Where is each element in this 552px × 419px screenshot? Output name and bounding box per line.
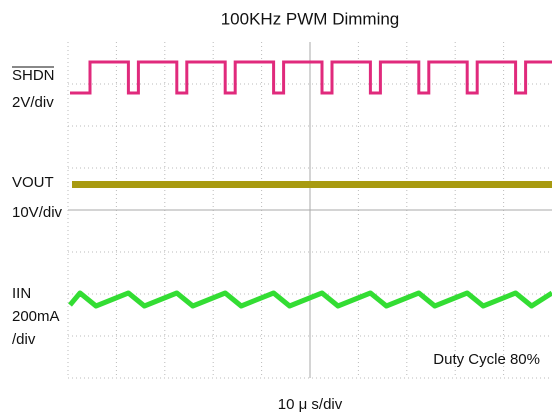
annotation: Duty Cycle 80% <box>433 351 540 368</box>
channel-name: SHDN <box>12 67 55 84</box>
grid <box>67 42 552 379</box>
channel-name: IIN <box>12 285 31 302</box>
channel-scale-unit: /div <box>12 331 36 348</box>
iin-trace <box>68 290 552 309</box>
channel-scale: 10V/div <box>12 204 63 221</box>
timebase: 10 μ s/div <box>278 396 343 413</box>
vout-trace <box>72 181 552 188</box>
traces <box>68 60 552 309</box>
channel-name: VOUT <box>12 174 54 191</box>
title: 100KHz PWM Dimming <box>221 9 400 28</box>
channel-scale: 2V/div <box>12 94 54 111</box>
channel-scale: 200mA <box>12 308 60 325</box>
shdn-trace <box>70 60 552 95</box>
